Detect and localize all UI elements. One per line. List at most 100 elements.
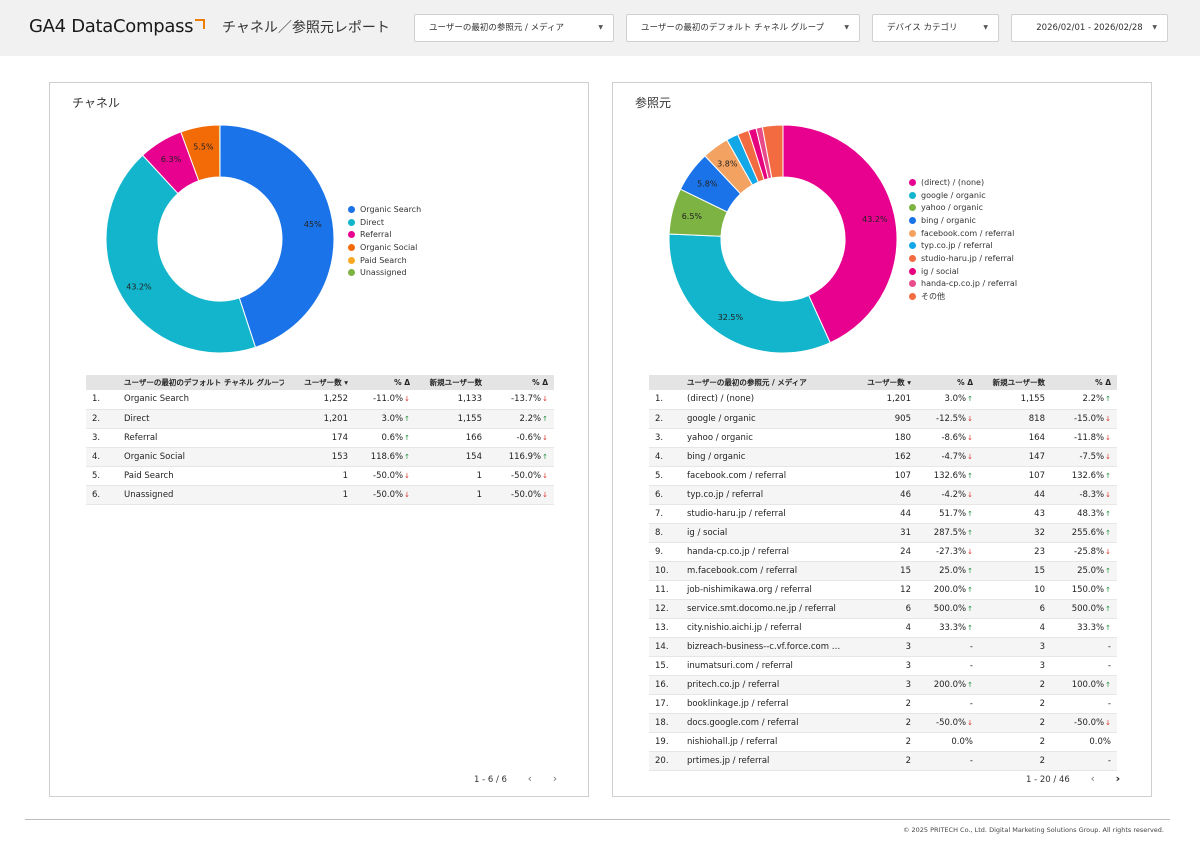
table-row[interactable]: 1. (direct) / (none) 1,201 3.0%↑ 1,155 2.2%↑: [649, 390, 1117, 410]
row-new-users-value: 4: [1039, 622, 1045, 633]
table-row[interactable]: 9. handa-cp.co.jp / referral 24 -27.3%↓ 23 -2…: [649, 542, 1117, 562]
table-row[interactable]: 16. pritech.co.jp / referral 3 200.0%↑ 2 100.…: [649, 675, 1117, 695]
row-index: 20.: [649, 751, 681, 771]
row-new-users-delta-value: -11.8%: [1074, 432, 1105, 443]
legend-item[interactable]: Organic Social: [348, 241, 421, 254]
row-users-value: 46: [900, 489, 911, 500]
table-row[interactable]: 4. Organic Social 153 118.6%↑ 154 116.9%↑: [86, 447, 554, 467]
donut-slice[interactable]: [761, 124, 784, 179]
col-new-users-delta[interactable]: % Δ: [1051, 375, 1117, 390]
row-users-delta: 287.5%↑: [917, 523, 979, 543]
table-row[interactable]: 15. inumatsuri.com / referral 3 - 3 -: [649, 656, 1117, 676]
filter-source-medium[interactable]: ユーザーの最初の参照元 / メディア ▼: [414, 14, 614, 42]
legend-swatch: [909, 293, 916, 301]
col-users[interactable]: ユーザー数 ▾: [847, 375, 917, 390]
row-new-users-delta: -50.0%↓: [488, 485, 554, 505]
legend-label: Referral: [360, 230, 392, 240]
legend-swatch: [909, 267, 916, 275]
legend-item[interactable]: Unassigned: [348, 266, 421, 279]
row-users-delta-value: -: [969, 698, 973, 709]
row-users-value: 1,201: [323, 413, 348, 424]
table-row[interactable]: 5. Paid Search 1 -50.0%↓ 1 -50.0%↓: [86, 466, 554, 486]
table-row[interactable]: 6. typ.co.jp / referral 46 -4.2%↓ 44 -8.3%↓: [649, 485, 1117, 505]
table-row[interactable]: 2. google / organic 905 -12.5%↓ 818 -15.0%↓: [649, 409, 1117, 429]
pager-range: 1 - 6 / 6: [474, 775, 507, 785]
row-index: 11.: [649, 580, 681, 600]
row-name-value: ig / social: [687, 527, 728, 538]
next-page-icon[interactable]: ›: [1115, 772, 1121, 785]
col-new-users[interactable]: 新規ユーザー数: [979, 375, 1051, 390]
row-new-users-value: 3: [1039, 660, 1045, 671]
legend-item[interactable]: typ.co.jp / referral: [909, 239, 1017, 252]
prev-page-icon[interactable]: ‹: [1090, 772, 1095, 785]
legend-swatch: [909, 229, 916, 237]
legend-item[interactable]: yahoo / organic: [909, 201, 1017, 214]
row-new-users-value: 154: [465, 451, 482, 462]
row-new-users-delta-value: 116.9%: [508, 451, 542, 462]
col-new-users-delta[interactable]: % Δ: [488, 375, 554, 390]
row-users-delta-value: 3.0%: [944, 394, 967, 405]
col-source-medium[interactable]: ユーザーの最初の参照元 / メディア: [681, 375, 847, 390]
table-row[interactable]: 1. Organic Search 1,252 -11.0%↓ 1,133 -13.7%↓: [86, 390, 554, 410]
table-row[interactable]: 7. studio-haru.jp / referral 44 51.7%↑ 43 48.…: [649, 504, 1117, 524]
col-new-users[interactable]: 新規ユーザー数: [416, 375, 488, 390]
table-row[interactable]: 4. bing / organic 162 -4.7%↓ 147 -7.5%↓: [649, 447, 1117, 467]
legend-item[interactable]: Organic Search: [348, 203, 421, 216]
legend-item[interactable]: Paid Search: [348, 254, 421, 267]
row-new-users: 154: [416, 447, 488, 467]
donut-slice[interactable]: [105, 154, 257, 354]
legend-item[interactable]: facebook.com / referral: [909, 227, 1017, 240]
next-page-icon[interactable]: ›: [552, 772, 558, 785]
arrow-up-icon: ↑: [542, 414, 548, 423]
table-row[interactable]: 8. ig / social 31 287.5%↑ 32 255.6%↑: [649, 523, 1117, 543]
row-name-value: typ.co.jp / referral: [687, 489, 764, 500]
table-row[interactable]: 3. Referral 174 0.6%↑ 166 -0.6%↓: [86, 428, 554, 448]
legend-item[interactable]: bing / organic: [909, 214, 1017, 227]
filter-channel-group[interactable]: ユーザーの最初のデフォルト チャネル グループ ▼: [626, 14, 860, 42]
table-row[interactable]: 17. booklinkage.jp / referral 2 - 2 -: [649, 694, 1117, 714]
row-new-users: 1: [416, 485, 488, 505]
table-row[interactable]: 13. city.nishio.aichi.jp / referral 4 33.3%…: [649, 618, 1117, 638]
row-index-value: 4.: [655, 451, 664, 462]
table-row[interactable]: 3. yahoo / organic 180 -8.6%↓ 164 -11.8%↓: [649, 428, 1117, 448]
legend-item[interactable]: studio-haru.jp / referral: [909, 252, 1017, 265]
legend-label: handa-cp.co.jp / referral: [921, 279, 1018, 289]
legend-item[interactable]: handa-cp.co.jp / referral: [909, 278, 1017, 291]
row-name: Paid Search: [118, 466, 284, 486]
table-row[interactable]: 2. Direct 1,201 3.0%↑ 1,155 2.2%↑: [86, 409, 554, 429]
col-index: [86, 375, 118, 390]
legend-item[interactable]: その他: [909, 290, 1017, 303]
table-row[interactable]: 20. prtimes.jp / referral 2 - 2 -: [649, 751, 1117, 771]
legend-item[interactable]: ig / social: [909, 265, 1017, 278]
row-name: city.nishio.aichi.jp / referral: [681, 618, 847, 638]
col-users-delta[interactable]: % Δ: [917, 375, 979, 390]
table-row[interactable]: 14. bizreach-business--c.vf.force.com / r…: [649, 637, 1117, 657]
table-row[interactable]: 10. m.facebook.com / referral 15 25.0%↑ 15 25…: [649, 561, 1117, 581]
legend-item[interactable]: Referral: [348, 228, 421, 241]
col-channel[interactable]: ユーザーの最初のデフォルト チャネル グループ: [118, 375, 284, 390]
table-row[interactable]: 11. job-nishimikawa.org / referral 12 200.0…: [649, 580, 1117, 600]
filter-device-category[interactable]: デバイス カテゴリ ▼: [872, 14, 999, 42]
legend-swatch: [348, 205, 355, 213]
legend-item[interactable]: Direct: [348, 216, 421, 229]
prev-page-icon[interactable]: ‹: [527, 772, 533, 785]
row-new-users-value: 147: [1028, 451, 1045, 462]
row-new-users: 2: [979, 713, 1051, 733]
donut-slice[interactable]: [782, 124, 898, 344]
donut-slice[interactable]: [180, 124, 221, 182]
row-name: studio-haru.jp / referral: [681, 504, 847, 524]
legend-item[interactable]: (direct) / (none): [909, 176, 1017, 189]
donut-slice[interactable]: [668, 233, 831, 354]
date-range-picker[interactable]: 2026/02/01 - 2026/02/28 ▼: [1011, 14, 1168, 42]
col-users-delta[interactable]: % Δ: [354, 375, 416, 390]
table-row[interactable]: 12. service.smt.docomo.ne.jp / referral 6 5…: [649, 599, 1117, 619]
col-users[interactable]: ユーザー数 ▾: [284, 375, 354, 390]
table-row[interactable]: 19. nishiohall.jp / referral 2 0.0% 2 0.0%: [649, 732, 1117, 752]
legend-item[interactable]: google / organic: [909, 189, 1017, 202]
row-new-users: 2: [979, 694, 1051, 714]
row-index: 3.: [86, 428, 118, 448]
table-row[interactable]: 18. docs.google.com / referral 2 -50.0%↓ 2 -5…: [649, 713, 1117, 733]
table-row[interactable]: 5. facebook.com / referral 107 132.6%↑ 107 13…: [649, 466, 1117, 486]
table-row[interactable]: 6. Unassigned 1 -50.0%↓ 1 -50.0%↓: [86, 485, 554, 505]
donut-slice[interactable]: [219, 124, 335, 348]
